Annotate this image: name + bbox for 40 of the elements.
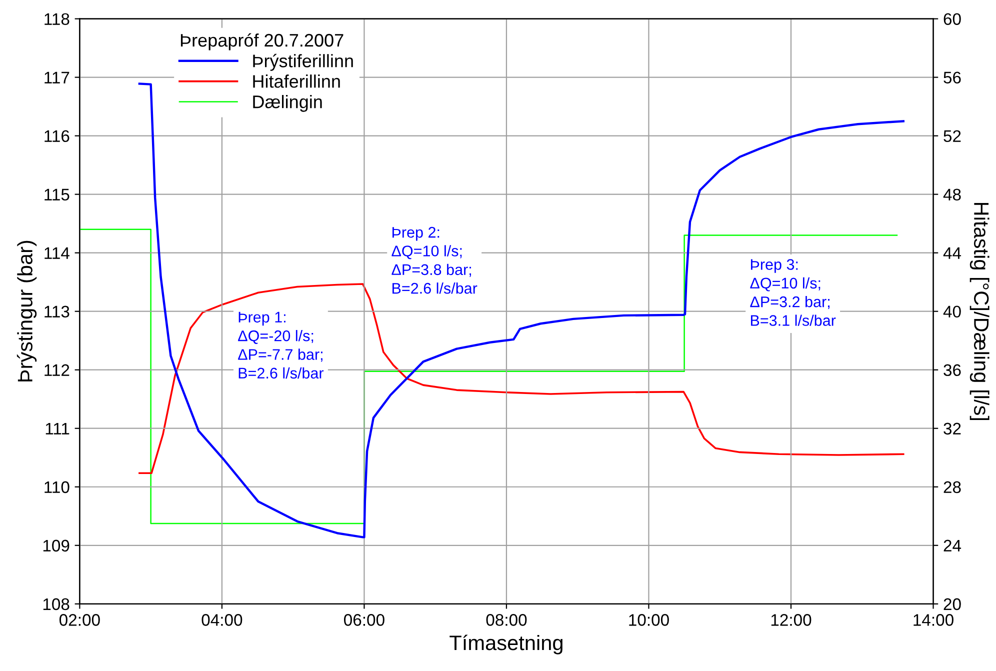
y2-tick-label: 48: [943, 188, 961, 201]
y-tick-label: 111: [46, 422, 70, 434]
y-tick-label: 113: [44, 306, 70, 318]
annotation: Þrep 3: ΔQ=10 l/s; ΔP=3.2 bar; B=3.1 l/s/bar: [750, 259, 836, 326]
x-tick-label: 12:00: [771, 614, 812, 626]
x-axis-title: Tímasetning: [450, 634, 562, 654]
legend-title: Þrepapróf 20.7.2007: [180, 33, 344, 50]
y2-tick-label: 52: [944, 130, 961, 142]
annotation: Þrep 2: ΔQ=10 l/s; ΔP=3.8 bar; B=2.6 l/s/bar: [392, 226, 478, 294]
y2-tick-label: 36: [944, 364, 961, 376]
y-tick-label: 115: [44, 188, 70, 201]
legend-label: Dælingin: [253, 94, 322, 112]
y2-tick-label: 24: [944, 540, 962, 552]
line-series: [80, 228, 898, 524]
legend-label: Hitaferillinn: [253, 74, 340, 88]
legend-label: Þrýstiferillinn: [253, 54, 353, 71]
annotation: Þrep 1: ΔQ=-20 l/s; ΔP=-7.7 bar; B=2.6 l/s/bar: [238, 312, 324, 379]
x-tick-label: 14:00: [914, 614, 954, 626]
y-tick-label: 112: [44, 364, 70, 376]
y-axis-title: Þrýstingur (bar): [16, 240, 37, 382]
y2-axis-title: Hitastig [°C]/Dæling [l/s]: [970, 202, 990, 420]
x-tick-label: 08:00: [486, 614, 527, 626]
y-tick-label: 114: [44, 247, 70, 259]
x-tick-label: 02:00: [59, 614, 100, 626]
y2-tick-label: 44: [943, 247, 962, 259]
x-tick-label: 04:00: [202, 614, 242, 626]
y2-tick-label: 56: [944, 72, 961, 84]
y2-tick-label: 28: [944, 481, 961, 494]
y2-tick-label: 60: [944, 13, 961, 25]
y2-tick-label: 32: [944, 422, 961, 435]
x-tick-label: 10:00: [629, 614, 669, 626]
y-tick-label: 108: [43, 598, 70, 610]
y-tick-label: 109: [43, 540, 70, 552]
y-tick-label: 116: [44, 130, 70, 142]
y-tick-label: 118: [44, 13, 70, 25]
y2-tick-label: 20: [944, 598, 961, 610]
y2-tick-label: 40: [943, 306, 961, 318]
y-tick-label: 110: [44, 481, 70, 494]
y-tick-label: 117: [44, 72, 70, 84]
x-tick-label: 06:00: [344, 614, 384, 626]
